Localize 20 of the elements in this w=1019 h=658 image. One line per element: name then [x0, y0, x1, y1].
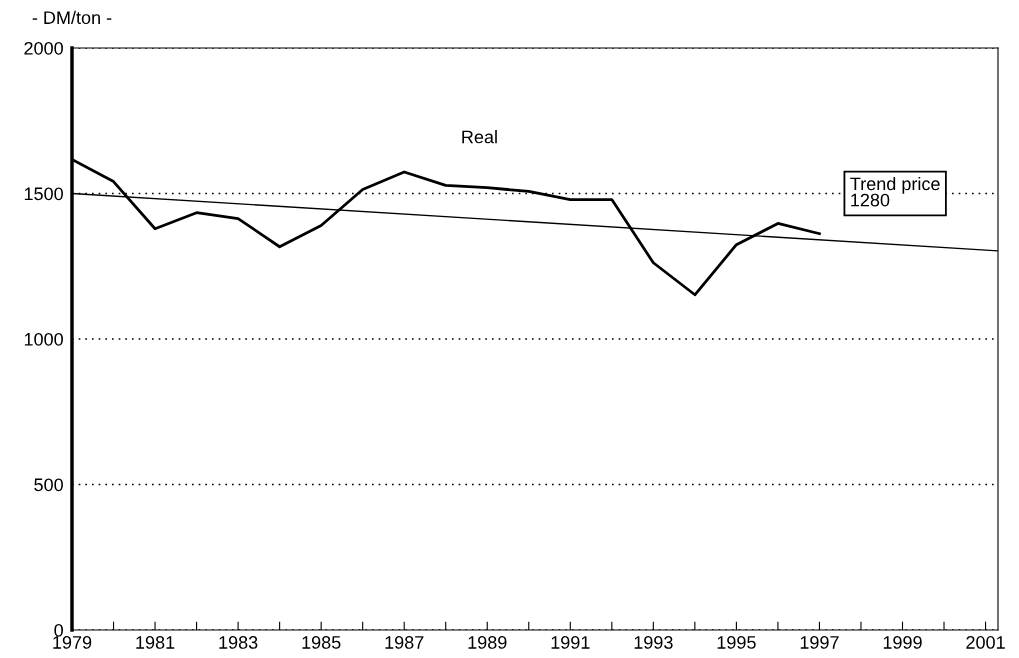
y-axis-title: - DM/ton - [32, 10, 112, 25]
x-tick-label: 1985 [302, 636, 341, 649]
x-tick-label: 1983 [219, 636, 258, 649]
text: Real [462, 130, 497, 144]
x-tick-label: 1981 [136, 636, 175, 649]
y-tick-label: 0 [54, 623, 63, 637]
x-tick-label: 1979 [53, 636, 92, 649]
x-tick-label: 1995 [717, 636, 756, 649]
y-tick-label: 500 [34, 478, 63, 492]
x-tick-label: 1997 [800, 636, 839, 649]
x-tick-label: 1987 [385, 636, 424, 649]
y-tick-label: 2000 [24, 41, 63, 55]
x-tick-label: 1993 [634, 636, 673, 649]
y-tick-label: 1000 [24, 332, 63, 346]
annotation: Trend price 1280 [850, 177, 940, 207]
x-tick-label: 1991 [551, 636, 590, 649]
y-tick-label: 1500 [24, 187, 63, 201]
x-tick-label: 1999 [883, 636, 922, 649]
x-tick-label: 2001 [966, 636, 1005, 649]
x-tick-label: 1989 [468, 636, 507, 649]
